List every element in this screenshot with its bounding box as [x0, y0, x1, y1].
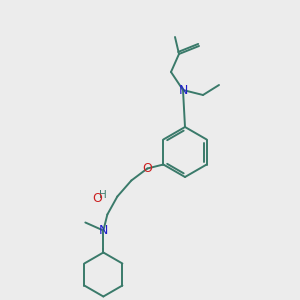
Text: N: N — [178, 83, 188, 97]
Text: N: N — [99, 224, 108, 237]
Text: H: H — [100, 190, 107, 200]
Text: O: O — [92, 192, 102, 205]
Text: O: O — [142, 162, 152, 175]
